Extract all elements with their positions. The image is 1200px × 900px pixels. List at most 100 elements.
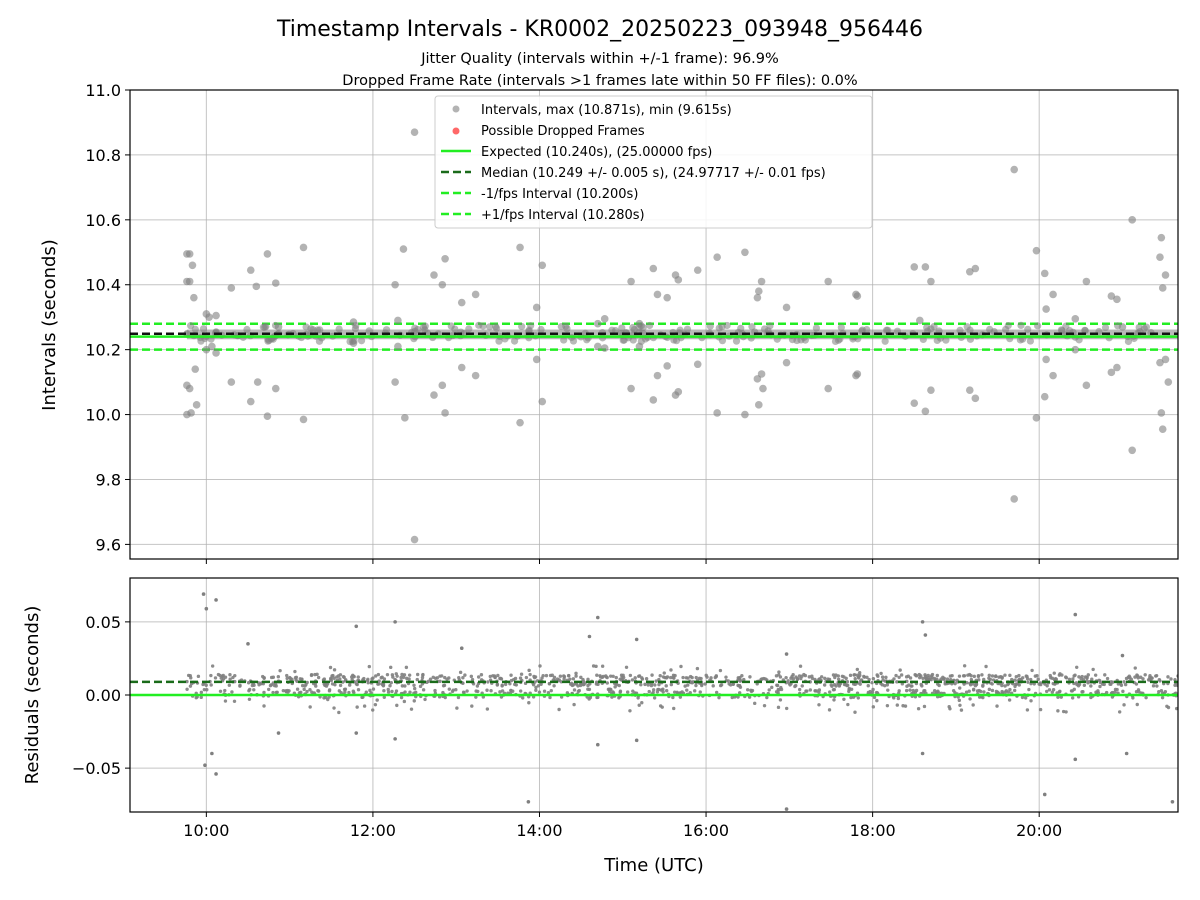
residual-point <box>474 695 478 699</box>
residual-point <box>578 683 583 688</box>
residual-point <box>485 688 489 692</box>
residual-point <box>1086 673 1090 677</box>
residual-point <box>690 681 694 685</box>
residual-point <box>1029 677 1033 682</box>
interval-outlier-point <box>299 243 308 252</box>
interval-outlier-point <box>921 407 930 416</box>
residual-point <box>1103 673 1107 677</box>
residual-point <box>342 687 347 692</box>
residual-point <box>1159 688 1164 693</box>
residual-point <box>1058 672 1062 676</box>
interval-point <box>629 323 637 332</box>
residual-point <box>1029 699 1033 703</box>
residuals-y-axis-label: Residuals (seconds) <box>22 606 43 785</box>
interval-point <box>518 322 526 331</box>
interval-point <box>1026 337 1034 345</box>
residual-point <box>491 674 495 678</box>
residual-point <box>962 664 967 668</box>
interval-outlier-point <box>1032 246 1041 255</box>
intervals-y-tick-label: 11.0 <box>85 81 121 100</box>
interval-outlier-point <box>824 384 833 393</box>
residual-point <box>438 679 442 684</box>
residual-point <box>962 674 967 678</box>
residual-point <box>304 682 308 687</box>
interval-point <box>1124 337 1133 346</box>
residual-point <box>856 676 861 680</box>
interval-outlier-point <box>399 245 408 253</box>
residual-point <box>391 675 395 679</box>
residual-point <box>557 707 561 712</box>
residual-point <box>1163 689 1168 694</box>
residual-point <box>513 682 517 687</box>
interval-point <box>831 337 840 346</box>
residual-point <box>1008 673 1012 678</box>
intervals-points <box>130 128 1178 544</box>
residual-point <box>834 684 838 688</box>
residual-point <box>971 703 975 707</box>
residual-point <box>749 689 754 694</box>
residual-point <box>382 688 386 693</box>
interval-outlier-point <box>457 363 466 372</box>
residual-point <box>831 673 836 677</box>
residual-point <box>621 675 626 680</box>
interval-outlier-point <box>853 370 862 378</box>
residual-point <box>618 690 622 695</box>
interval-outlier-point <box>471 290 480 299</box>
residual-point <box>686 676 690 680</box>
residual-point <box>376 672 381 677</box>
residual-point <box>379 676 383 680</box>
residual-point <box>332 676 336 680</box>
residual-point <box>544 673 549 678</box>
residual-point <box>496 673 500 678</box>
residual-point <box>574 671 578 676</box>
interval-outlier-point <box>713 253 721 261</box>
residual-point <box>1102 682 1106 687</box>
residual-point <box>1064 676 1069 680</box>
interval-outlier-point <box>185 277 194 286</box>
residual-point <box>619 673 624 677</box>
interval-outlier-point <box>410 128 419 136</box>
residual-point <box>605 681 609 685</box>
interval-point <box>812 324 821 332</box>
residual-point <box>1166 675 1170 679</box>
residual-point <box>848 673 853 678</box>
residual-point <box>980 673 984 677</box>
interval-outlier-point <box>410 535 419 544</box>
residual-outlier-point <box>204 606 209 611</box>
residual-point <box>714 690 719 695</box>
interval-outlier-point <box>782 358 791 367</box>
residual-point <box>1059 695 1063 699</box>
interval-outlier-point <box>401 414 409 422</box>
residual-point <box>252 688 256 692</box>
residual-point <box>853 682 857 687</box>
interval-point <box>732 337 741 345</box>
interval-outlier-point <box>246 397 255 406</box>
residual-point <box>653 683 657 687</box>
residual-point <box>1054 677 1059 682</box>
residual-point <box>393 677 397 682</box>
residual-point <box>977 695 982 699</box>
residual-point <box>499 676 503 681</box>
residual-point <box>871 687 875 692</box>
residual-point <box>274 684 278 688</box>
residual-point <box>470 704 474 708</box>
residual-point <box>886 688 890 692</box>
interval-outlier-point <box>755 401 763 409</box>
legend-marker-dropped <box>452 127 460 135</box>
residual-point <box>407 673 412 677</box>
interval-outlier-point <box>965 267 974 276</box>
residual-point <box>209 683 213 687</box>
residual-point <box>935 673 940 678</box>
residual-point <box>1080 674 1084 679</box>
interval-outlier-point <box>741 410 749 419</box>
residual-point <box>649 683 654 688</box>
interval-outlier-point <box>190 293 198 302</box>
residual-point <box>800 684 804 688</box>
residual-point <box>362 704 367 708</box>
residual-point <box>971 688 976 692</box>
residual-point <box>221 677 226 681</box>
residual-point <box>823 676 827 681</box>
residual-point <box>596 695 600 700</box>
interval-point <box>351 325 360 333</box>
residual-point <box>1155 684 1159 688</box>
